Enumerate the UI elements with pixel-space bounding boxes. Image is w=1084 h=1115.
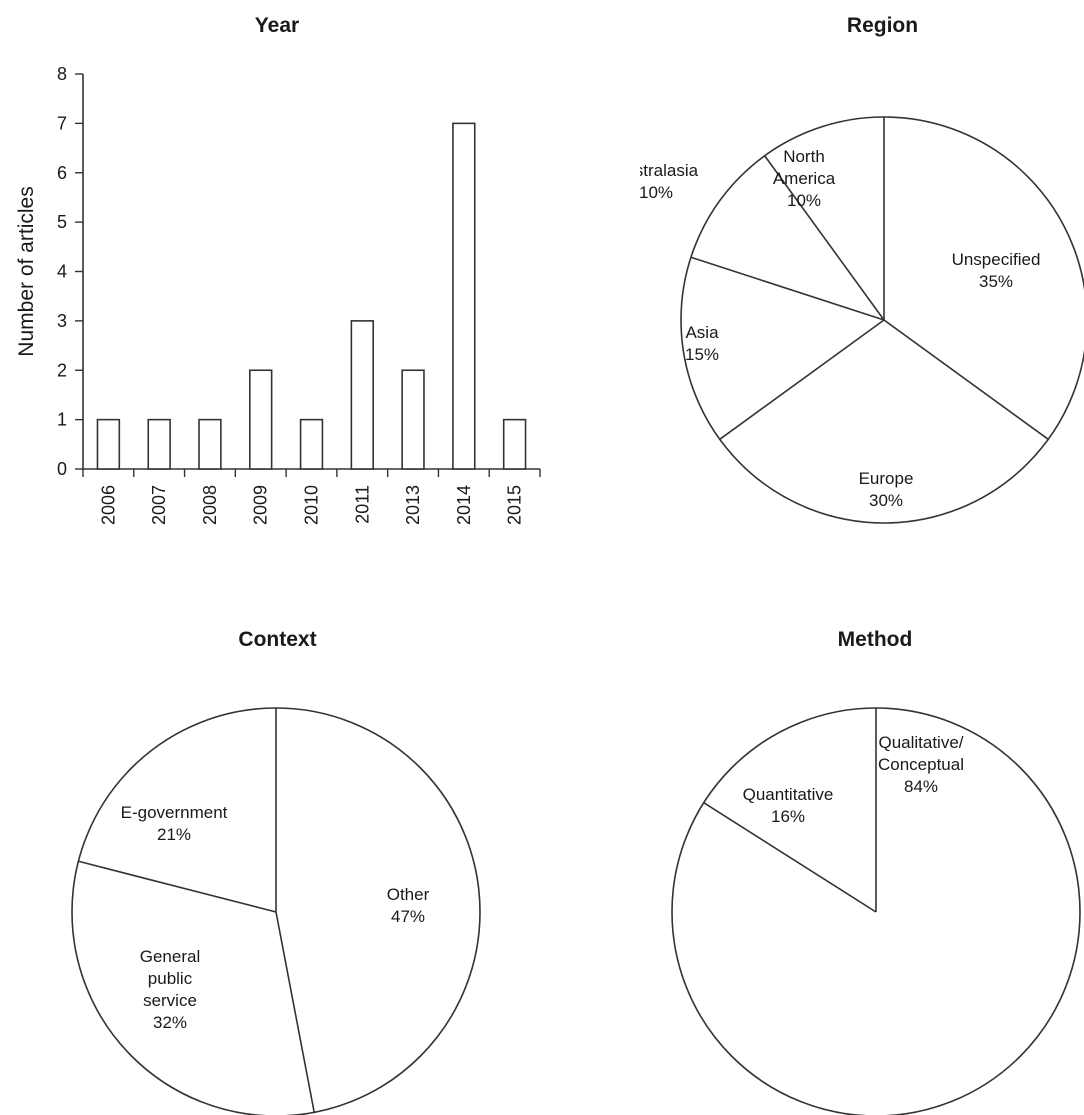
region-chart-title: Region — [846, 14, 919, 37]
x-tick-label: 2010 — [302, 485, 322, 525]
y-axis-title: Number of articles — [15, 186, 38, 356]
method-pie-chart: Qualitative/Conceptual 84% Quantitative 16% — [671, 707, 1081, 1115]
pie-slice-label: Qualitative/Conceptual 84% — [878, 733, 964, 796]
x-tick-label: 2007 — [149, 485, 169, 525]
pie-slice-label-line: Unspecified — [952, 250, 1041, 269]
pie-slice-label-line: Conceptual — [878, 755, 964, 774]
pie-slice-boundary — [703, 802, 877, 913]
context-chart-title: Context — [238, 628, 317, 651]
pie-slice-label-line: North — [783, 147, 825, 166]
bar — [452, 122, 476, 470]
pie-slice-label-line: Australasia — [640, 161, 699, 180]
bar — [96, 418, 121, 470]
pie-slice-label-line: 10% — [787, 191, 821, 210]
pie-slice-label: Quantitative 16% — [743, 785, 834, 826]
y-tick-label: 6 — [57, 163, 67, 183]
x-tick-label: 2008 — [200, 485, 220, 525]
pie-slice-label-line: 30% — [869, 491, 903, 510]
y-tick-label: 4 — [57, 262, 67, 282]
y-tick-label: 5 — [57, 212, 67, 232]
pie-slice-label-line: public — [148, 969, 193, 988]
x-tick-label: 2009 — [251, 485, 271, 525]
pie-slice-label: North America 10% — [773, 147, 836, 210]
year-bar-chart: 0 1 2 3 4 5 6 7 8 2006 2007 2008 2009 2010 2011 2013 201… — [15, 64, 541, 525]
pie-slice-boundary — [275, 911, 316, 1113]
bar — [198, 418, 222, 470]
y-tick-label: 0 — [57, 459, 67, 479]
y-tick-label: 7 — [57, 113, 67, 133]
y-tick-label: 2 — [57, 360, 67, 380]
y-tick-label: 8 — [57, 64, 67, 84]
pie-slice-label-line: 47% — [391, 907, 425, 926]
y-tick-label: 3 — [57, 311, 67, 331]
x-tick-label: 2011 — [352, 485, 372, 524]
pie-slice-label-line: Other — [387, 885, 430, 904]
pie-slice-label-line: Europe — [859, 469, 914, 488]
pie-slice-label-line: 16% — [771, 807, 805, 826]
bar — [350, 320, 374, 470]
pie-slice-boundary — [78, 860, 277, 913]
pie-slice-label-line: service — [143, 991, 197, 1010]
pie-slice-boundary — [764, 155, 885, 321]
x-tick-label: 2015 — [505, 485, 525, 525]
pie-slice-boundary — [719, 319, 885, 440]
pie-slice-boundary — [883, 319, 1049, 440]
bar — [249, 369, 273, 470]
pie-slice-label-line: 32% — [153, 1013, 187, 1032]
pie-slice-label: General public service 32% — [140, 947, 200, 1032]
pie-slice-boundary — [690, 256, 885, 321]
region-pie-chart: Unspecified 35% Europe 30% Asia 15% Australasi… — [640, 116, 1084, 524]
pie-slice-label-line: America — [773, 169, 836, 188]
pie-slice-label: Australasia 10% — [640, 161, 699, 202]
year-chart-title: Year — [254, 14, 300, 37]
pie-slice-label: E-government 21% — [121, 803, 228, 844]
pie-slice-label: Other 47% — [387, 885, 430, 926]
pie-slice-label-line: 84% — [904, 777, 938, 796]
pie-slice-label-line: 21% — [157, 825, 191, 844]
pie-slice-label-line: Qualitative/ — [878, 733, 963, 752]
bar — [401, 369, 425, 470]
pie-slice-label-line: Asia — [685, 323, 719, 342]
pie-slice-label-line: 35% — [979, 272, 1013, 291]
pie-slice-label: Unspecified 35% — [952, 250, 1041, 291]
pie-slice-label-line: Quantitative — [743, 785, 834, 804]
y-tick-label: 1 — [57, 410, 67, 430]
pie-slice-label: Asia 15% — [685, 323, 719, 364]
bar — [299, 418, 324, 470]
pie-slice-label-line: E-government — [121, 803, 228, 822]
x-tick-label: 2006 — [98, 485, 118, 525]
pie-slice-label-line: 10% — [640, 183, 673, 202]
pie-slice-label-line: 15% — [685, 345, 719, 364]
bar — [502, 418, 527, 470]
pie-slice-label-line: General — [140, 947, 200, 966]
context-pie-chart: Other 47% General public service 32% E-governm… — [71, 707, 481, 1115]
x-tick-label: 2013 — [403, 485, 423, 525]
pie-slice-label: Europe 30% — [859, 469, 914, 510]
bar — [147, 418, 171, 470]
x-tick-label: 2014 — [454, 485, 474, 525]
method-chart-title: Method — [837, 628, 913, 651]
